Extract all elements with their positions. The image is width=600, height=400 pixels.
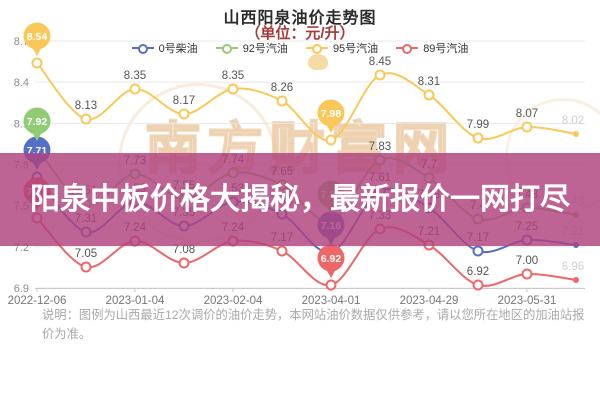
balloon-marker-89号汽油[interactable]: 6.92 xyxy=(317,244,345,279)
legend-item-89号汽油[interactable]: 89号汽油 xyxy=(396,40,468,56)
balloon-marker-95号汽油[interactable]: 8.54 xyxy=(23,22,51,57)
chart-point[interactable] xyxy=(423,89,435,101)
series-95号汽油: 8.13 8.35 8.17 8.35 8.26 8.45 8.31 7.99 8.07 8.02 xyxy=(31,56,584,146)
chart-point[interactable] xyxy=(521,121,533,133)
data-point-label: 8.35 xyxy=(222,70,244,82)
data-point-label: 8.07 xyxy=(516,108,538,120)
balloon-pin-icon xyxy=(317,99,345,127)
chart-end-point[interactable] xyxy=(573,277,579,283)
chart-point[interactable] xyxy=(276,95,288,107)
chart-point[interactable] xyxy=(374,69,386,81)
data-point-label: 8.31 xyxy=(418,76,440,88)
legend-label: 0号柴油 xyxy=(158,43,198,55)
legend-item-0号柴油[interactable]: 0号柴油 xyxy=(131,40,198,56)
chart-title: 山西阳泉油价走势图 xyxy=(223,10,377,27)
data-point-label: 6.92 xyxy=(467,266,489,278)
chart-point[interactable] xyxy=(472,279,484,291)
data-point-label: 8.45 xyxy=(369,56,391,68)
promo-banner-text: 阳泉中板价格大揭秘，最新报价一网打尽 xyxy=(30,182,570,216)
chart-point[interactable] xyxy=(80,113,92,125)
chart-point[interactable] xyxy=(472,132,484,144)
legend-item-95号汽油[interactable]: 95号汽油 xyxy=(305,40,379,56)
x-axis-tick-label: 2023-04-01 xyxy=(302,295,361,307)
balloon-pin-icon xyxy=(317,244,345,272)
data-point-label: 6.96 xyxy=(562,261,584,273)
x-axis-tick-label: 2022-12-06 xyxy=(8,295,67,307)
data-point-label: 8.26 xyxy=(271,82,293,94)
data-point-label: 7.05 xyxy=(75,248,97,260)
balloon-marker-92号汽油[interactable]: 7.92 xyxy=(23,107,51,142)
chart-point[interactable] xyxy=(472,245,484,257)
y-axis-tick-label: 8.4 xyxy=(14,77,29,89)
series-line xyxy=(36,62,577,142)
chart-end-point[interactable] xyxy=(573,131,579,137)
legend-item-92号汽油[interactable]: 92号汽油 xyxy=(215,40,288,56)
legend-circle-icon xyxy=(311,44,322,54)
balloon-marker-95号汽油[interactable]: 7.98 xyxy=(317,99,345,134)
chart-point[interactable] xyxy=(80,261,92,273)
x-axis-tick-label: 2023-05-31 xyxy=(498,295,557,307)
balloon-value-label: 7.92 xyxy=(27,116,48,128)
legend-circle-icon xyxy=(402,44,413,54)
legend-label: 89号汽油 xyxy=(423,43,469,55)
balloon-value-label: 8.54 xyxy=(27,31,48,43)
data-point-label: 8.17 xyxy=(173,95,195,107)
legend-label: 95号汽油 xyxy=(332,43,379,55)
chart-point[interactable] xyxy=(178,257,190,269)
legend-line-marker-icon xyxy=(131,44,154,54)
chart-point[interactable] xyxy=(178,108,190,120)
legend-line-marker-icon xyxy=(305,44,328,54)
x-axis-tick-label: 2023-01-04 xyxy=(106,295,165,307)
data-point-label: 7.08 xyxy=(173,244,195,256)
balloon-value-label: 6.92 xyxy=(321,253,342,265)
legend-line-marker-icon xyxy=(396,44,419,54)
x-axis-tick-label: 2023-04-29 xyxy=(400,295,459,307)
chart-point[interactable] xyxy=(521,268,533,280)
data-point-label: 7.99 xyxy=(467,119,489,131)
legend-line-marker-icon xyxy=(215,44,238,54)
footnote: 说明：图例为山西最近12次调价的油价走势，本网站油价数据仅供参考，请以您所在地区… xyxy=(42,308,585,341)
y-axis-tick-label: 6.9 xyxy=(14,283,29,295)
balloon-value-label: 7.98 xyxy=(321,108,342,120)
chart-point[interactable] xyxy=(129,83,141,95)
chart-point[interactable] xyxy=(276,245,288,257)
data-point-label: 7.83 xyxy=(369,141,391,153)
chart-legend: 0号柴油 92号汽油 95号汽油 89号汽油 xyxy=(0,40,600,56)
data-point-label: 8.02 xyxy=(562,115,584,127)
data-point-label: 7.00 xyxy=(516,255,538,267)
balloon-pin-icon xyxy=(23,107,51,135)
legend-label: 92号汽油 xyxy=(242,43,288,55)
chart-point[interactable] xyxy=(227,83,239,95)
chart-point[interactable] xyxy=(325,134,337,146)
data-point-label: 8.35 xyxy=(124,70,146,82)
chart-point[interactable] xyxy=(31,57,43,69)
legend-circle-icon xyxy=(221,44,232,54)
chart-point[interactable] xyxy=(325,279,337,291)
x-axis-tick-label: 2023-02-04 xyxy=(204,295,263,307)
balloon-pin-icon xyxy=(23,22,51,50)
promo-banner: 阳泉中板价格大揭秘，最新报价一网打尽 xyxy=(0,153,600,246)
legend-circle-icon xyxy=(137,44,148,54)
chart-subtitle: （单位：元/升） xyxy=(245,25,355,42)
data-point-label: 8.13 xyxy=(75,100,97,112)
